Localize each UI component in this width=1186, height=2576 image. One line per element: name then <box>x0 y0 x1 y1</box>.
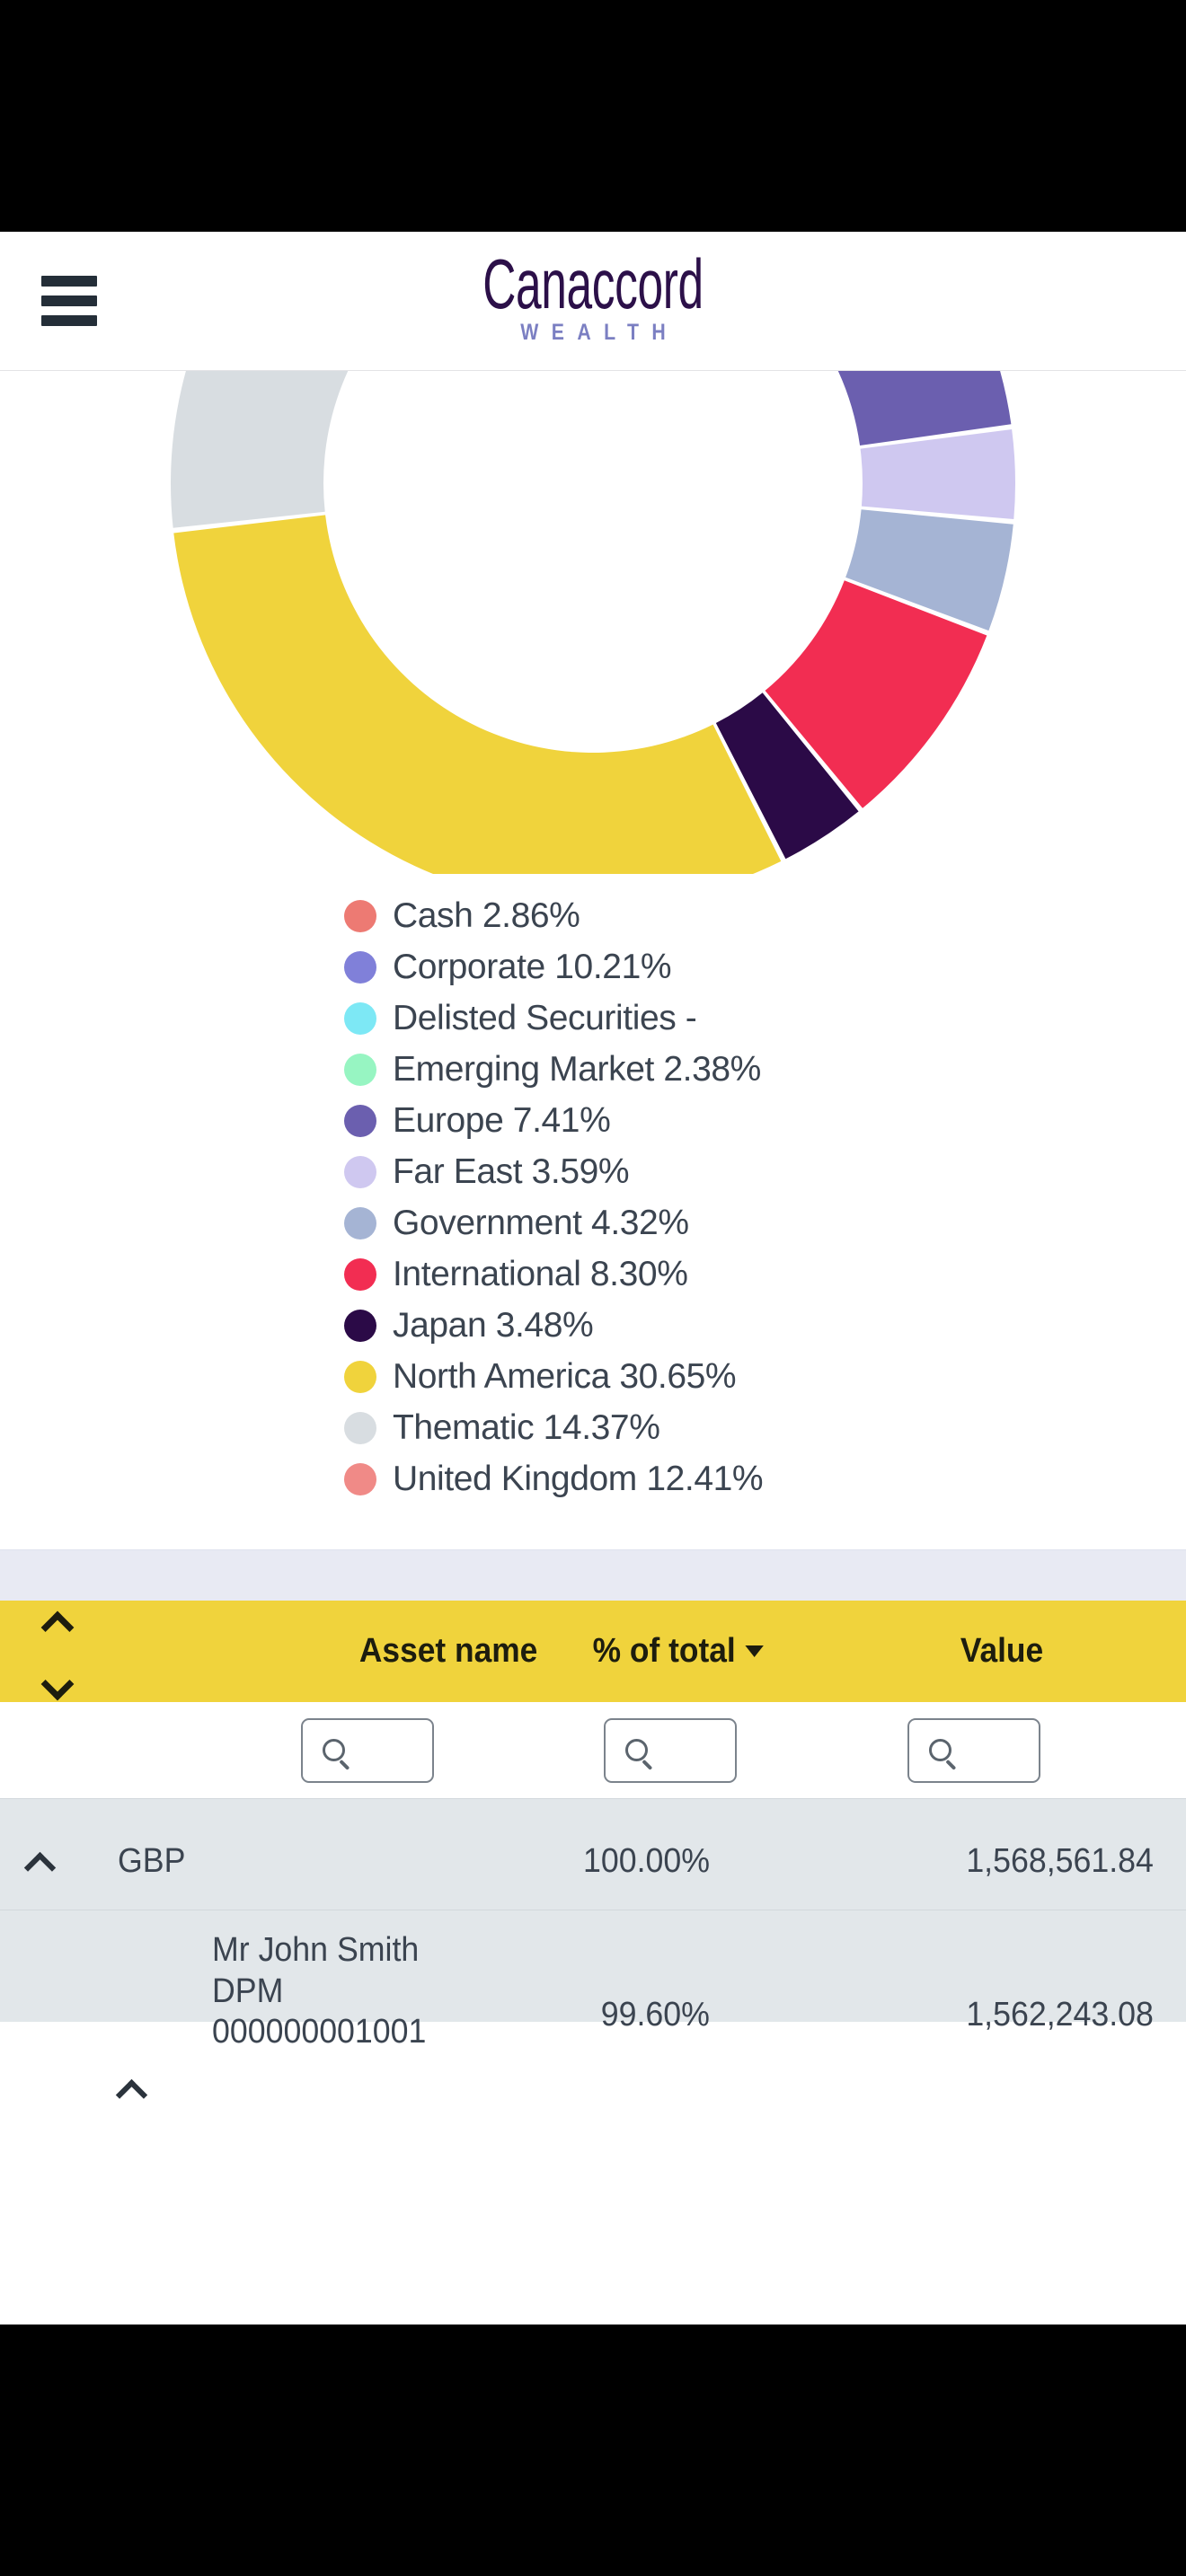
row-asset-name-line-2: DPM <box>212 1972 284 2010</box>
legend-color-swatch <box>344 1206 376 1239</box>
row-asset-name: Mr John Smith DPM 000000001001 <box>212 1930 715 2053</box>
legend-item[interactable]: Emerging Market 2.38% <box>344 1044 761 1095</box>
donut-slice[interactable] <box>860 428 1015 520</box>
search-icon <box>929 1739 951 1761</box>
legend-item[interactable]: International 8.30% <box>344 1248 688 1300</box>
search-icon <box>625 1739 648 1761</box>
hamburger-bar-3 <box>41 315 97 326</box>
app-viewport: Canaccord WEALTH Cash 2.86% Corporate 10.… <box>0 232 1186 2325</box>
legend-color-swatch <box>344 1360 376 1393</box>
column-header-value[interactable]: Value <box>960 1632 1044 1670</box>
column-header-asset-name[interactable]: Asset name <box>358 1632 538 1670</box>
table-top-strip <box>0 1549 1186 1601</box>
table-row[interactable]: GBP 100.00% 1,568,561.84 <box>0 1798 1186 1910</box>
brand-subtitle: WEALTH <box>520 320 679 346</box>
search-input-value[interactable] <box>907 1717 1040 1783</box>
legend-item-label: Thematic 14.37% <box>393 1407 660 1447</box>
chevron-up-icon <box>43 1613 68 1628</box>
column-header-percent-label: % of total <box>592 1632 736 1670</box>
row-percent-of-total: 100.00% <box>582 1842 710 1880</box>
legend-item-label: Japan 3.48% <box>393 1305 594 1345</box>
donut-slices <box>171 371 1015 874</box>
brand-logo: Canaccord WEALTH <box>0 249 1186 346</box>
hamburger-menu-icon[interactable] <box>41 276 97 326</box>
legend-color-swatch <box>344 1155 376 1188</box>
legend-color-swatch <box>344 1411 376 1444</box>
chart-legend: Cash 2.86% Corporate 10.21% Delisted Secur… <box>0 874 1186 1549</box>
legend-item-label: International 8.30% <box>393 1254 688 1293</box>
hamburger-bar-2 <box>41 296 97 306</box>
legend-item[interactable]: Far East 3.59% <box>344 1146 630 1197</box>
legend-item[interactable]: North America 30.65% <box>344 1351 737 1402</box>
donut-slice[interactable] <box>817 371 1012 446</box>
legend-item[interactable]: Europe 7.41% <box>344 1095 611 1146</box>
row-expand-chevron-up-icon[interactable] <box>120 2081 146 2095</box>
chevron-down-icon <box>43 1676 68 1690</box>
donut-svg <box>171 371 1015 874</box>
column-header-percent-of-total[interactable]: % of total <box>565 1632 791 1671</box>
search-icon <box>323 1739 345 1761</box>
legend-item-label: Government 4.32% <box>393 1203 689 1242</box>
legend-item[interactable]: Government 4.32% <box>344 1197 689 1248</box>
legend-color-swatch <box>344 1104 376 1137</box>
search-input-percent-of-total[interactable] <box>604 1717 737 1783</box>
hamburger-bar-1 <box>41 276 97 287</box>
donut-slice[interactable] <box>171 371 403 528</box>
legend-item[interactable]: Corporate 10.21% <box>344 941 672 992</box>
legend-color-swatch <box>344 899 376 932</box>
legend-color-swatch <box>344 1462 376 1495</box>
row-value: 1,562,243.08 <box>966 1996 1154 2033</box>
donut-slice[interactable] <box>173 515 782 874</box>
legend-item-label: Corporate 10.21% <box>393 947 672 986</box>
legend-color-swatch <box>344 1001 376 1035</box>
donut-slice[interactable] <box>765 580 987 808</box>
legend-item-label: Far East 3.59% <box>393 1151 630 1191</box>
brand-name: Canaccord <box>482 244 704 323</box>
legend-item[interactable]: Cash 2.86% <box>344 890 580 941</box>
legend-item[interactable]: Thematic 14.37% <box>344 1402 660 1453</box>
legend-item-label: Emerging Market 2.38% <box>393 1049 761 1089</box>
row-asset-name-line-3: 000000001001 <box>212 2013 427 2051</box>
row-value: 1,568,561.84 <box>966 1842 1154 1880</box>
legend-color-swatch <box>344 1257 376 1291</box>
row-expand-chevron-up-icon[interactable] <box>29 1854 54 1868</box>
letterbox-bottom <box>0 2325 1186 2576</box>
legend-color-swatch <box>344 950 376 984</box>
sort-descending-caret-icon <box>745 1645 765 1657</box>
legend-item-label: Delisted Securities - <box>393 998 697 1037</box>
legend-item[interactable]: Japan 3.48% <box>344 1300 594 1351</box>
allocation-donut-chart <box>0 371 1186 874</box>
legend-item-label: Cash 2.86% <box>393 895 580 935</box>
legend-color-swatch <box>344 1053 376 1086</box>
app-header: Canaccord WEALTH <box>0 232 1186 371</box>
row-percent-of-total: 99.60% <box>600 1996 710 2033</box>
donut-slice[interactable] <box>845 509 1013 631</box>
search-input-asset-name[interactable] <box>301 1717 434 1783</box>
table-header-row: Asset name % of total Value <box>0 1601 1186 1702</box>
letterbox-top <box>0 0 1186 232</box>
legend-color-swatch <box>344 1309 376 1342</box>
legend-item[interactable]: Delisted Securities - <box>344 992 697 1044</box>
legend-item[interactable]: United Kingdom 12.41% <box>344 1453 764 1504</box>
legend-item-label: United Kingdom 12.41% <box>393 1459 764 1498</box>
donut-svg-wrapper <box>117 371 1069 874</box>
holdings-table: Asset name % of total Value <box>0 1549 1186 2051</box>
legend-item-label: Europe 7.41% <box>393 1100 611 1140</box>
table-filter-row <box>0 1702 1186 1798</box>
donut-slice[interactable] <box>715 693 859 860</box>
table-row[interactable]: Mr John Smith DPM 000000001001 99.60% 1,… <box>0 1910 1186 2051</box>
row-asset-name: GBP <box>118 1842 186 1880</box>
legend-item-label: North America 30.65% <box>393 1356 737 1396</box>
row-asset-name-line-1: Mr John Smith <box>212 1931 420 1969</box>
